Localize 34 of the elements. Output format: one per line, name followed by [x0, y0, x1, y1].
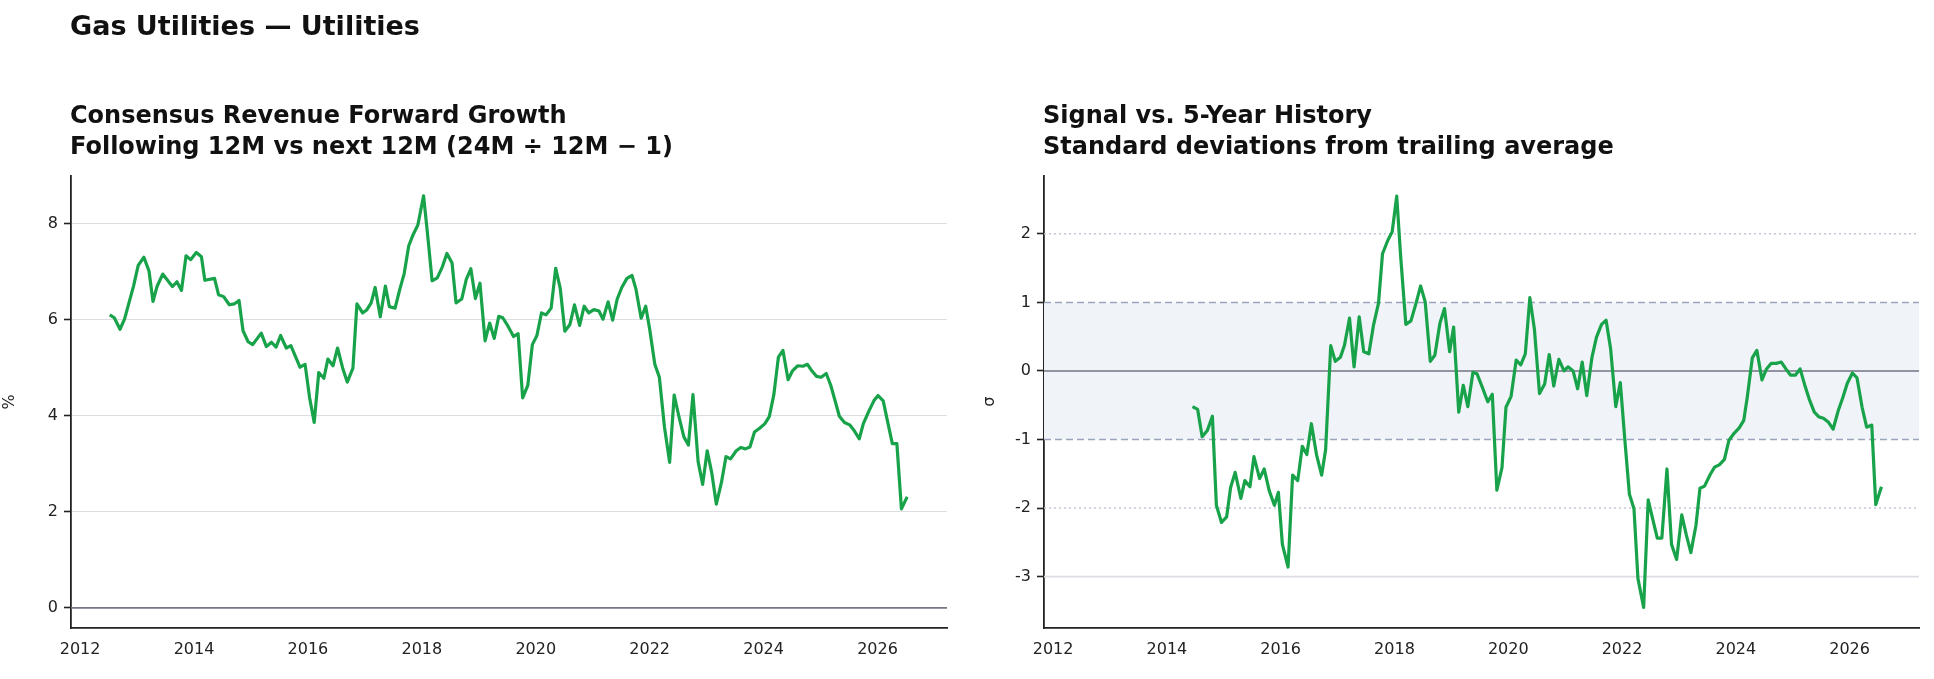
chart-subtitle: Following 12M vs next 12M (24M ÷ 12M − 1)	[70, 132, 673, 160]
x-tick-label: 2014	[1146, 638, 1188, 658]
y-tick-label: 2	[47, 500, 58, 520]
x-tick-label: 2016	[287, 638, 329, 658]
y-axis-title: %	[0, 394, 18, 410]
x-tick-label: 2024	[743, 638, 784, 658]
x-tick-label: 2020	[515, 638, 557, 658]
y-tick-label: 0	[1020, 360, 1031, 380]
y-tick-label: 4	[47, 404, 58, 424]
y-tick-label: 2	[1020, 223, 1031, 243]
x-tick-label: 2020	[1487, 638, 1529, 658]
chart-title: Signal vs. 5-Year History	[1043, 101, 1372, 129]
x-tick-label: 2022	[1601, 638, 1643, 658]
x-tick-label: 2022	[629, 638, 671, 658]
x-tick-label: 2018	[1374, 638, 1415, 658]
x-tick-label: 2016	[1260, 638, 1302, 658]
y-tick-label: -3	[1015, 565, 1031, 585]
chart-title: Consensus Revenue Forward Growth	[70, 101, 567, 129]
x-tick-label: 2026	[1829, 638, 1870, 658]
x-tick-label: 2014	[173, 638, 215, 658]
y-tick-label: 6	[47, 308, 58, 328]
chart-subtitle: Standard deviations from trailing average	[1043, 132, 1614, 160]
text: Gas Utilities — Utilities	[70, 10, 420, 41]
y-tick-label: 1	[1020, 291, 1031, 311]
x-tick-label: 2024	[1715, 638, 1757, 658]
y-tick-label: -1	[1015, 428, 1031, 448]
x-tick-label: 2018	[401, 638, 443, 658]
x-tick-label: 2012	[59, 638, 101, 658]
x-tick-label: 2012	[1032, 638, 1074, 658]
x-tick-label: 2026	[857, 638, 898, 658]
y-axis-title: σ	[978, 396, 998, 407]
y-tick-label: -2	[1015, 497, 1031, 517]
y-tick-label: 0	[47, 596, 58, 616]
y-tick-label: 8	[47, 212, 58, 232]
